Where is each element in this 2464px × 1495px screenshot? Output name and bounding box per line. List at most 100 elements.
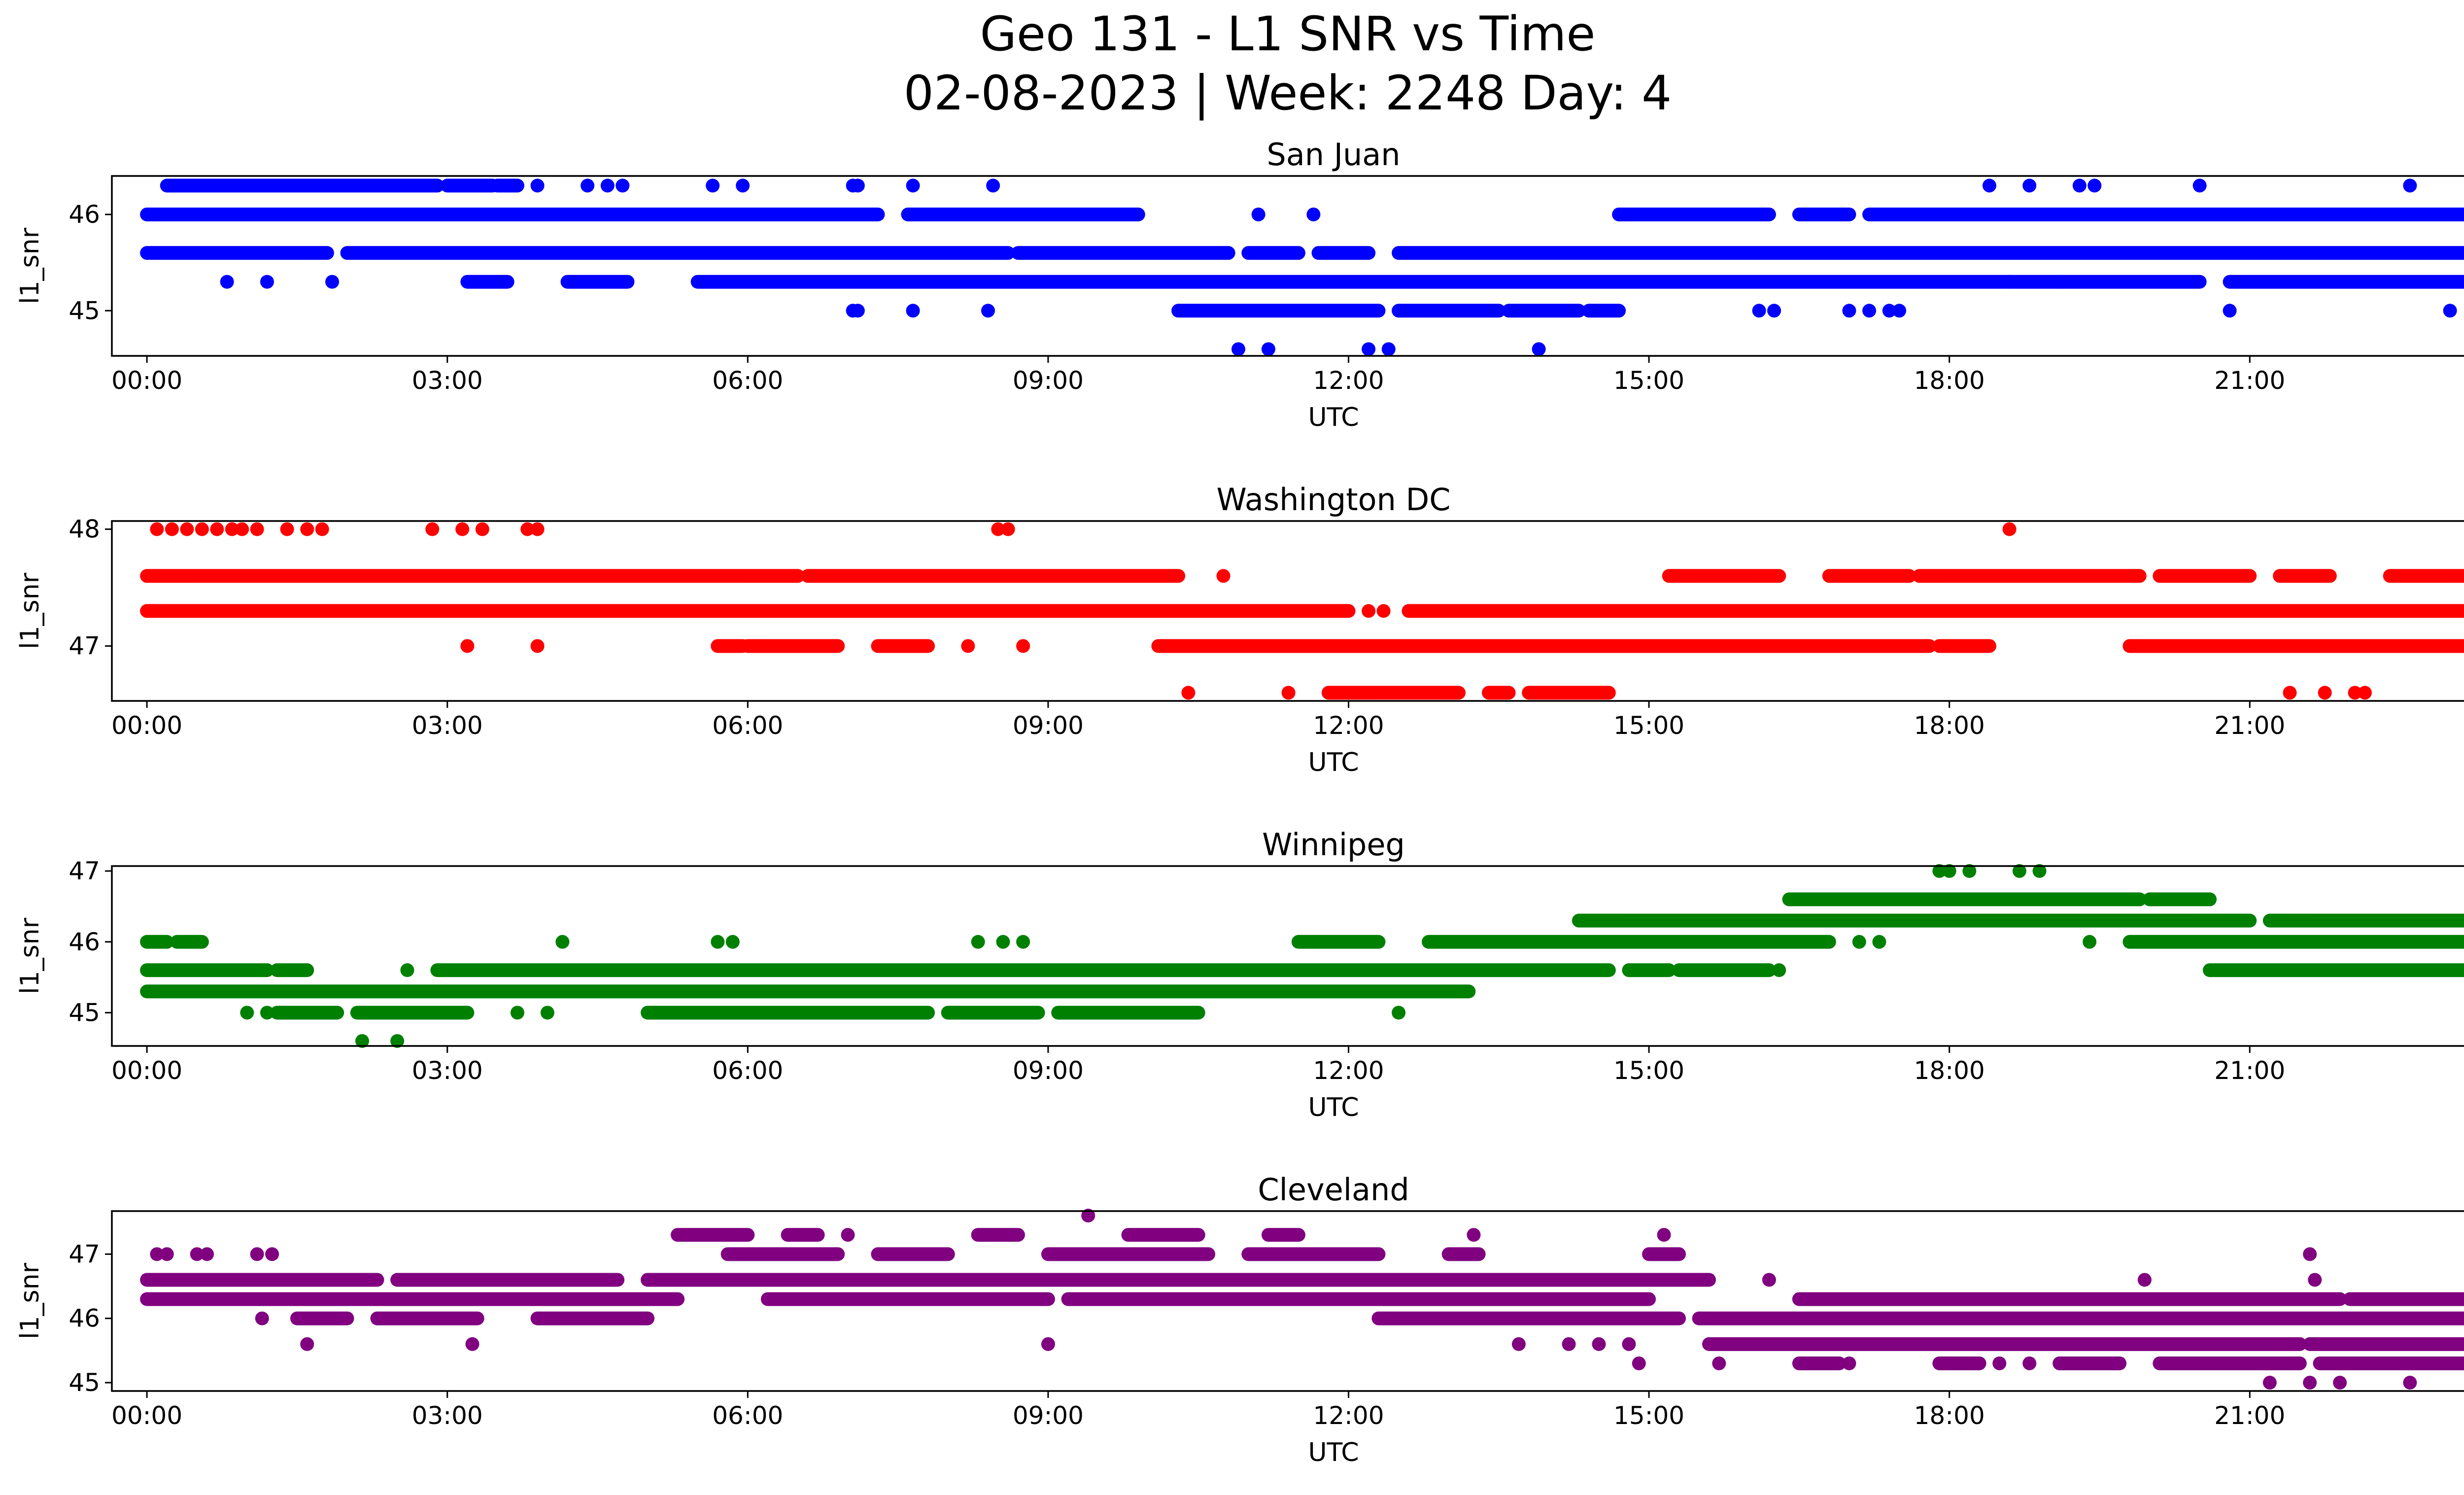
cleveland-point [1632,1356,1646,1370]
washington-dc-point [315,522,329,536]
washington-dc-point [455,522,470,536]
cleveland-point [150,1247,164,1261]
cleveland-xtick-label: 15:00 [1613,1401,1684,1430]
san-juan-xtick-label: 06:00 [712,366,783,395]
winnipeg-point [1016,935,1030,949]
san-juan-xtick-label: 09:00 [1013,366,1084,395]
winnipeg-point [1392,1006,1406,1020]
san-juan-xtick-label: 00:00 [111,366,182,395]
cleveland-series [140,1209,2464,1390]
san-juan-point [986,178,1000,193]
cleveland-point [1622,1337,1636,1351]
washington-dc-point [2318,686,2332,700]
san-juan-point [1261,342,1275,356]
cleveland-point [2022,1356,2037,1370]
cleveland-ytick-label: 45 [68,1368,100,1397]
winnipeg-point [390,1034,405,1048]
san-juan-point [906,304,920,318]
panel-winnipeg: Winnipeg 00:00 03:00 06:00 09:00 12:00 15:00 18… [15,827,2464,1122]
san-juan-xtick-label: 21:00 [2214,366,2285,395]
cleveland-ytick-label: 46 [68,1304,100,1333]
winnipeg-point [971,935,985,949]
washington-dc-point [1376,604,1391,618]
cleveland-xtick-label: 06:00 [712,1401,783,1430]
san-juan-point [2403,178,2417,193]
washington-dc-point [1281,686,1296,700]
washington-dc-xtick-label: 15:00 [1613,711,1684,740]
san-juan-point [851,178,865,193]
san-juan-point [1842,304,1856,318]
winnipeg-point [1932,864,1947,878]
cleveland-xtick-label: 18:00 [1914,1401,1985,1430]
winnipeg-xtick-label: 12:00 [1313,1056,1384,1085]
winnipeg-xtick-label: 15:00 [1613,1056,1684,1085]
san-juan-point [2192,178,2207,193]
san-juan-point [1882,304,1896,318]
washington-dc-point [165,522,179,536]
san-juan-ytick-label: 45 [68,296,100,325]
san-juan-point [851,304,865,318]
san-juan-point [600,178,615,193]
cleveland-xtick-label: 03:00 [412,1401,483,1430]
winnipeg-point [1772,963,1786,977]
cleveland-point [300,1337,314,1351]
san-juan-xlabel: UTC [1308,403,1359,432]
cleveland-point [2137,1273,2152,1287]
winnipeg-point [2032,864,2047,878]
washington-dc-point [225,522,239,536]
winnipeg-point [400,963,414,977]
cleveland-ylabel: l1_snr [15,1262,45,1339]
cleveland-point [250,1247,264,1261]
winnipeg-point [996,935,1010,949]
washington-dc-point [460,639,475,653]
san-juan-point [616,178,630,193]
cleveland-point [1562,1337,1576,1351]
san-juan-point [260,275,274,289]
figure-title-line2: 02-08-2023 | Week: 2248 Day: 4 [904,66,1672,121]
san-juan-point [1862,304,1877,318]
winnipeg-xtick-label: 03:00 [412,1056,483,1085]
san-juan-point [2022,178,2037,193]
san-juan-point [1306,208,1321,222]
washington-dc-point [961,639,975,653]
washington-dc-point [2002,522,2017,536]
cleveland-point [1511,1337,1526,1351]
winnipeg-xlabel: UTC [1308,1093,1359,1122]
san-juan-point [1752,304,1766,318]
san-juan-point [581,178,595,193]
san-juan-point [1767,304,1781,318]
winnipeg-ytick-label: 47 [68,857,100,885]
washington-dc-xlabel: UTC [1308,748,1359,777]
cleveland-point [1592,1337,1606,1351]
san-juan-title: San Juan [1266,137,1400,173]
panel-washington-dc: Washington DC 00:00 03:00 06:00 09:00 12:00 15… [15,482,2464,777]
san-juan-ylabel: l1_snr [15,227,45,304]
washington-dc-xtick-label: 00:00 [111,711,182,740]
san-juan-xtick-label: 18:00 [1914,366,1985,395]
panel-cleveland: Cleveland 00:00 03:00 06:00 09:00 12:00 15:00 1… [15,1172,2464,1467]
san-juan-point [1251,208,1266,222]
san-juan-axes-frame [111,175,2464,357]
winnipeg-title: Winnipeg [1262,827,1405,863]
cleveland-xtick-label: 00:00 [111,1401,182,1430]
winnipeg-axes-frame [111,865,2464,1047]
winnipeg-ylabel: l1_snr [15,917,45,994]
san-juan-point [1982,178,1996,193]
san-juan-point [1892,304,1907,318]
cleveland-point [2333,1376,2347,1390]
washington-dc-point [180,522,194,536]
winnipeg-xtick-label: 18:00 [1914,1056,1985,1085]
washington-dc-series [140,522,2464,700]
san-juan-ytick-label: 46 [68,200,100,229]
san-juan-point [2072,178,2087,193]
washington-dc-xtick-label: 03:00 [412,711,483,740]
winnipeg-point [711,935,725,949]
cleveland-point [2303,1247,2317,1261]
winnipeg-xtick-label: 09:00 [1013,1056,1084,1085]
san-juan-xtick-label: 03:00 [412,366,483,395]
san-juan-point [1231,342,1245,356]
washington-dc-point [2283,686,2297,700]
san-juan-point [981,304,995,318]
panel-san-juan: San Juan 00:00 03:00 06:00 09:00 12:00 15:00 18… [15,137,2464,432]
winnipeg-point [260,1006,274,1020]
